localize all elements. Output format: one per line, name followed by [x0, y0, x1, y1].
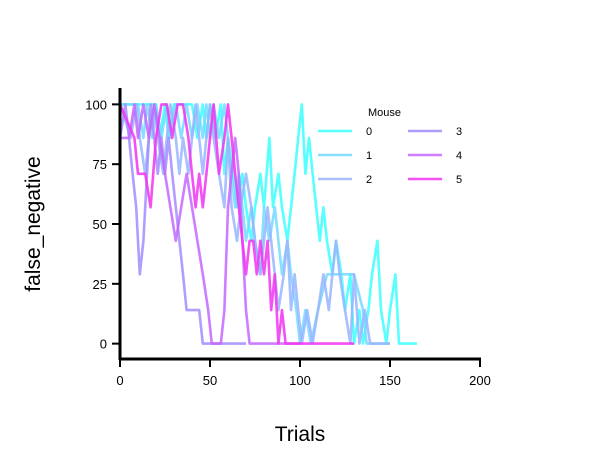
x-tick-label: 150 [379, 373, 401, 388]
legend-label-mouse-3: 3 [456, 126, 462, 138]
x-tick-label: 100 [289, 373, 311, 388]
y-axis-ticks: 0 25 50 75 100 [85, 97, 119, 352]
y-tick-label: 25 [93, 277, 107, 292]
axes [118, 88, 481, 361]
y-tick-label: 0 [100, 337, 107, 352]
series-line-mouse-4 [120, 103, 300, 345]
x-axis-ticks: 0 50 100 150 200 [116, 360, 491, 388]
series-line-mouse-2 [118, 103, 390, 345]
legend-label-mouse-1: 1 [366, 150, 372, 162]
x-axis-title: Trials [275, 423, 326, 446]
legend-title: Mouse [368, 107, 401, 119]
legend-label-mouse-0: 0 [366, 126, 372, 138]
x-tick-label: 0 [116, 373, 123, 388]
legend-label-mouse-4: 4 [456, 150, 462, 162]
legend-items: 0 1 2 3 4 5 [318, 126, 462, 186]
x-tick-label: 50 [203, 373, 217, 388]
y-tick-label: 75 [93, 157, 107, 172]
y-tick-label: 50 [93, 217, 107, 232]
legend: Mouse 0 1 2 3 4 5 [318, 107, 462, 186]
legend-label-mouse-5: 5 [456, 174, 462, 186]
series-line-mouse-3 [118, 103, 246, 345]
series-lines [118, 103, 417, 345]
legend-label-mouse-2: 2 [366, 174, 372, 186]
y-tick-label: 100 [85, 97, 107, 112]
x-tick-label: 200 [469, 373, 491, 388]
series-line-mouse-5 [118, 103, 354, 345]
y-axis-title: false_negative [22, 156, 45, 291]
